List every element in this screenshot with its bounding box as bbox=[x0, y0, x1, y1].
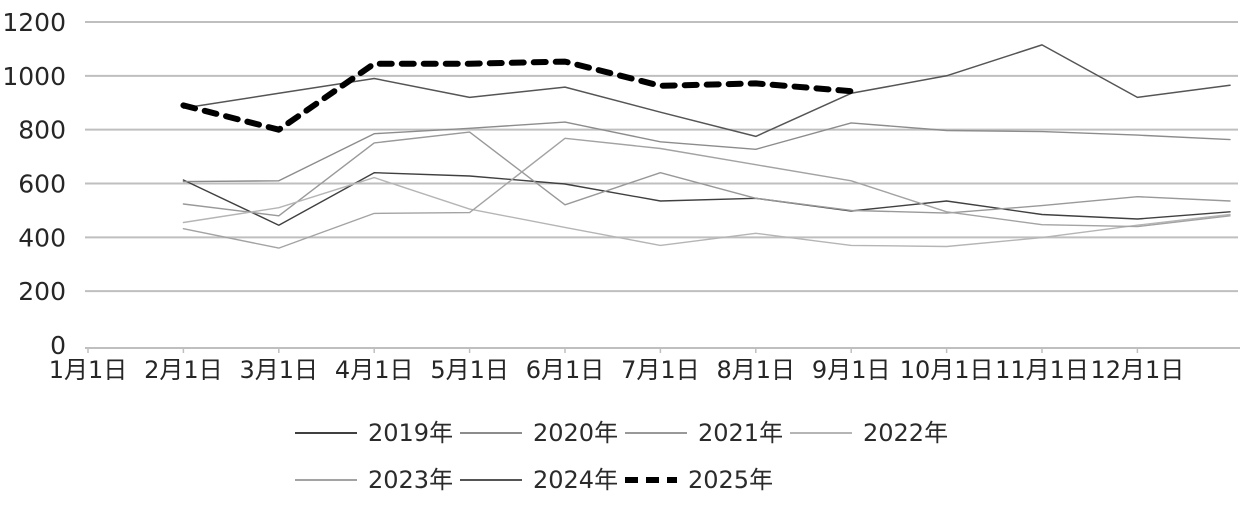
y-tick-label-400: 400 bbox=[18, 223, 66, 252]
legend-item-2021: 2021年 bbox=[625, 421, 790, 445]
legend-item-2022: 2022年 bbox=[790, 421, 955, 445]
y-tick-label-1000: 1000 bbox=[2, 62, 66, 91]
legend-line-2023 bbox=[295, 479, 357, 481]
legend-label-2020: 2020年 bbox=[533, 419, 619, 447]
legend-label-2019: 2019年 bbox=[368, 419, 454, 447]
legend-line-2024 bbox=[460, 479, 522, 481]
y-axis-labels: 0 200 400 600 800 1000 1200 bbox=[2, 8, 66, 360]
legend-label-2023: 2023年 bbox=[368, 466, 454, 494]
x-tick-label-10: 10月1日 bbox=[900, 356, 994, 384]
legend-item-2020: 2020年 bbox=[460, 421, 625, 445]
series-line-2023年 bbox=[182, 137, 1231, 249]
x-tick-label-6: 6月1日 bbox=[526, 356, 605, 384]
x-tick-label-1: 1月1日 bbox=[49, 356, 128, 384]
legend-item-2019: 2019年 bbox=[295, 421, 460, 445]
legend-item-2025: 2025年 bbox=[625, 468, 790, 492]
legend-row-1: 2019年 2020年 2021年 2022年 bbox=[295, 421, 955, 445]
series-line-2022年 bbox=[182, 176, 1231, 248]
y-tick-label-800: 800 bbox=[18, 116, 66, 145]
x-tick-label-5: 5月1日 bbox=[430, 356, 509, 384]
legend-item-2024: 2024年 bbox=[460, 468, 625, 492]
x-tick-label-4: 4月1日 bbox=[335, 356, 414, 384]
x-tick-label-7: 7月1日 bbox=[621, 356, 700, 384]
x-tick-label-12: 12月1日 bbox=[1090, 356, 1184, 384]
legend-row-2: 2023年 2024年 2025年 bbox=[295, 468, 790, 492]
series-line-2019年 bbox=[182, 171, 1231, 226]
x-tick-label-9: 9月1日 bbox=[812, 356, 891, 384]
series-line-2024年 bbox=[182, 44, 1231, 138]
x-axis-ticks bbox=[87, 348, 1139, 353]
gridlines bbox=[85, 21, 1238, 293]
series-line-2021年 bbox=[182, 131, 1231, 217]
legend-label-2024: 2024年 bbox=[533, 466, 619, 494]
series-line-2025年 bbox=[180, 58, 855, 133]
y-tick-label-1200: 1200 bbox=[2, 8, 66, 37]
x-tick-label-2: 2月1日 bbox=[144, 356, 223, 384]
legend-line-2019 bbox=[295, 432, 357, 434]
legend-item-2023: 2023年 bbox=[295, 468, 460, 492]
legend-line-2022 bbox=[790, 432, 852, 434]
legend-line-2020 bbox=[460, 432, 522, 434]
x-axis-labels: 1月1日 2月1日 3月1日 4月1日 5月1日 6月1日 7月1日 8月1日 9月1日 10月1… bbox=[49, 356, 1185, 384]
legend-dashed-line-2025 bbox=[625, 477, 677, 483]
legend-line-2021 bbox=[625, 432, 687, 434]
y-tick-label-0: 0 bbox=[50, 331, 66, 360]
x-tick-label-3: 3月1日 bbox=[240, 356, 319, 384]
x-tick-label-8: 8月1日 bbox=[717, 356, 796, 384]
y-tick-label-200: 200 bbox=[18, 277, 66, 306]
legend-label-2022: 2022年 bbox=[863, 419, 949, 447]
x-tick-label-11: 11月1日 bbox=[995, 356, 1089, 384]
legend-label-2025: 2025年 bbox=[688, 466, 774, 494]
y-tick-label-600: 600 bbox=[18, 170, 66, 199]
series-line-2020年 bbox=[182, 121, 1231, 183]
legend-label-2021: 2021年 bbox=[698, 419, 784, 447]
